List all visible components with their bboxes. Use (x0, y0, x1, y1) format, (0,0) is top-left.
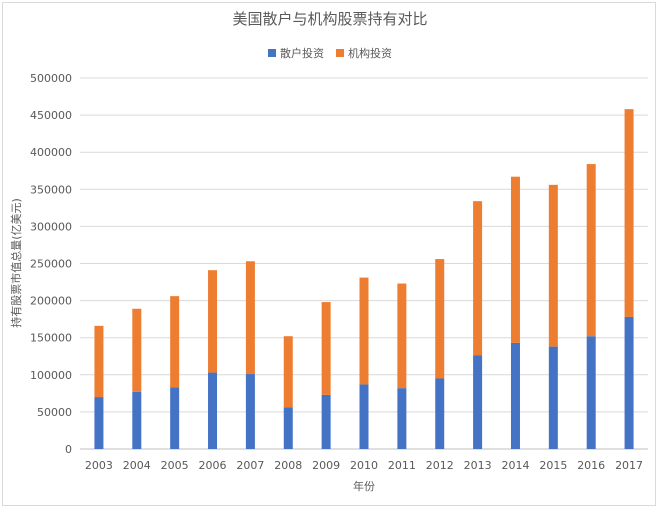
y-tick-label: 400000 (30, 146, 72, 159)
x-axis-label: 年份 (353, 479, 375, 493)
x-tick-label: 2017 (615, 459, 643, 472)
x-tick-label: 2007 (236, 459, 264, 472)
bar-institution (435, 259, 445, 379)
bar-retail (321, 394, 331, 449)
logo-icon (467, 480, 485, 498)
y-tick-label: 50000 (37, 406, 72, 419)
bar-institution (94, 325, 104, 398)
x-tick-label: 2015 (539, 459, 567, 472)
y-tick-label: 150000 (30, 332, 72, 345)
x-tick-label: 2004 (123, 459, 151, 472)
x-tick-label: 2014 (501, 459, 529, 472)
legend-swatch-retail (268, 49, 276, 57)
x-tick-label: 2006 (199, 459, 227, 472)
bar-institution (548, 184, 558, 347)
legend-swatch-institution (336, 49, 344, 57)
legend: 散户投资 机构投资 (268, 46, 392, 60)
bar-institution (586, 164, 596, 337)
watermark: 头条 @财富吹哨人 (467, 479, 633, 500)
bar-institution (132, 308, 142, 392)
bar-institution (170, 296, 180, 388)
x-tick-label: 2013 (464, 459, 492, 472)
bar-retail (435, 378, 445, 449)
y-tick-label: 500000 (30, 72, 72, 85)
bar-retail (94, 397, 104, 449)
y-tick-label: 200000 (30, 295, 72, 308)
y-axis-label: 持有股票市值总量(亿美元) (9, 198, 23, 328)
bar-institution (359, 277, 369, 385)
bar-institution (283, 336, 293, 408)
y-tick-label: 0 (65, 443, 72, 456)
bar-retail (624, 316, 634, 449)
legend-label-institution: 机构投资 (348, 46, 392, 60)
y-tick-label: 450000 (30, 109, 72, 122)
x-tick-label: 2003 (85, 459, 113, 472)
bar-retail (359, 384, 369, 449)
y-tick-label: 100000 (30, 369, 72, 382)
bar-retail (132, 391, 142, 449)
bar-institution (321, 302, 331, 395)
x-tick-label: 2016 (577, 459, 605, 472)
bar-retail (245, 374, 255, 449)
bar-retail (548, 346, 558, 449)
y-tick-label: 300000 (30, 220, 72, 233)
y-tick-label: 250000 (30, 258, 72, 271)
bar-institution (624, 109, 634, 317)
bar-institution (473, 201, 483, 356)
bar-institution (208, 270, 218, 373)
bar-institution (510, 176, 520, 343)
x-tick-label: 2008 (274, 459, 302, 472)
x-tick-label: 2005 (161, 459, 189, 472)
x-axis-ticks: 2003 2004 2005 2006 2007 2008 2009 2010 2011 2012… (85, 459, 643, 472)
bar-retail (170, 387, 180, 449)
y-tick-label: 350000 (30, 183, 72, 196)
bar-retail (510, 342, 520, 449)
bar-retail (208, 372, 218, 449)
legend-label-retail: 散户投资 (280, 46, 324, 60)
x-tick-label: 2009 (312, 459, 340, 472)
x-tick-label: 2011 (388, 459, 416, 472)
bar-retail (283, 407, 293, 449)
x-tick-label: 2010 (350, 459, 378, 472)
watermark-text: 头条 @财富吹哨人 (490, 479, 633, 500)
chart-title: 美国散户与机构股票持有对比 (232, 10, 427, 28)
bars (94, 109, 634, 449)
bar-retail (586, 336, 596, 449)
bar-retail (473, 355, 483, 449)
y-axis-ticks: 0 50000 100000 150000 200000 250000 300000 3500… (30, 72, 72, 456)
bar-institution (397, 283, 407, 389)
x-tick-label: 2012 (426, 459, 454, 472)
bar-institution (245, 261, 255, 375)
bar-retail (397, 388, 407, 449)
